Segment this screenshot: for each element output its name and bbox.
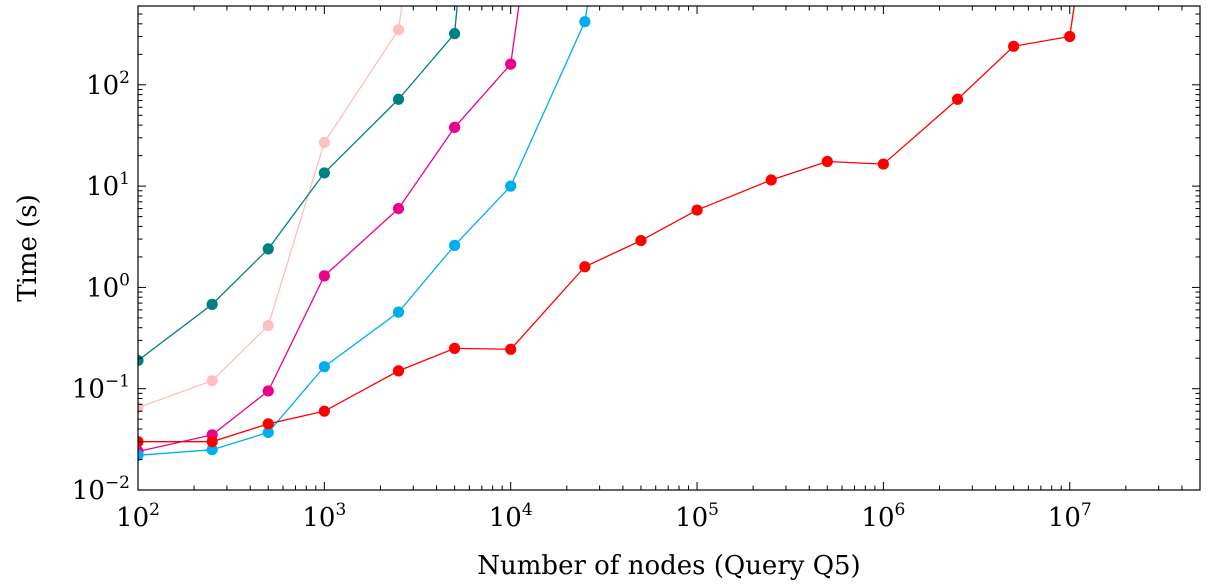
data-point — [262, 426, 274, 439]
data-point — [821, 155, 833, 168]
data-point — [765, 174, 777, 186]
data-point — [579, 261, 591, 273]
x-tick-label: 102 — [116, 500, 160, 533]
data-point — [318, 405, 330, 417]
data-point — [206, 298, 218, 310]
data-point — [951, 93, 964, 105]
data-point — [1008, 40, 1020, 52]
data-point — [505, 180, 517, 192]
series-line — [138, 6, 589, 456]
data-point — [206, 375, 218, 387]
data-point — [392, 202, 405, 215]
data-point — [392, 93, 405, 105]
data-point — [262, 243, 274, 255]
data-point — [318, 361, 330, 373]
data-point — [262, 418, 274, 430]
x-axis-label: Number of nodes (Query Q5) — [477, 551, 860, 581]
plot-frame — [137, 5, 1201, 491]
data-point — [318, 270, 330, 282]
data-point — [635, 234, 647, 247]
data-point — [449, 342, 461, 354]
series-line — [138, 6, 1075, 443]
data-point — [138, 354, 144, 367]
series-layer — [138, 6, 1076, 461]
data-point — [318, 136, 330, 149]
data-point — [206, 436, 218, 448]
data-point — [206, 444, 218, 456]
data-point — [449, 121, 461, 133]
x-tick-label: 104 — [489, 500, 533, 533]
y-tick-label: 102 — [86, 68, 130, 101]
data-point — [877, 158, 889, 170]
data-point — [392, 365, 405, 377]
series-3 — [138, 6, 520, 458]
data-point — [505, 343, 517, 355]
y-tick-label: 10−1 — [72, 372, 130, 405]
series-line — [138, 6, 403, 409]
data-point — [449, 239, 461, 251]
data-point — [392, 306, 405, 318]
data-point — [449, 28, 461, 40]
tick-labels: 102 103 104 105 106 107 10−2 10−1 100 101 102 — [72, 68, 1092, 533]
data-point — [262, 385, 274, 397]
y-tick-label: 100 — [86, 270, 130, 303]
series-1 — [138, 6, 405, 414]
x-tick-label: 106 — [861, 500, 905, 533]
data-point — [262, 319, 274, 332]
series-line — [138, 6, 458, 361]
data-point — [138, 449, 144, 461]
x-tick-label: 103 — [302, 500, 346, 533]
series-2 — [138, 6, 461, 367]
series-5 — [138, 6, 1076, 448]
x-tick-label: 105 — [675, 500, 719, 533]
series-line — [138, 6, 520, 453]
data-point — [318, 167, 330, 179]
series-4 — [138, 6, 591, 461]
y-axis-label: Time (s) — [13, 194, 43, 302]
data-point — [579, 16, 591, 28]
data-point — [392, 24, 405, 36]
y-tick-label: 101 — [86, 169, 130, 202]
x-tick-label: 107 — [1048, 500, 1092, 533]
data-point — [1064, 30, 1076, 43]
data-point — [691, 204, 703, 216]
y-tick-label: 10−2 — [72, 473, 130, 506]
data-point — [505, 58, 517, 70]
